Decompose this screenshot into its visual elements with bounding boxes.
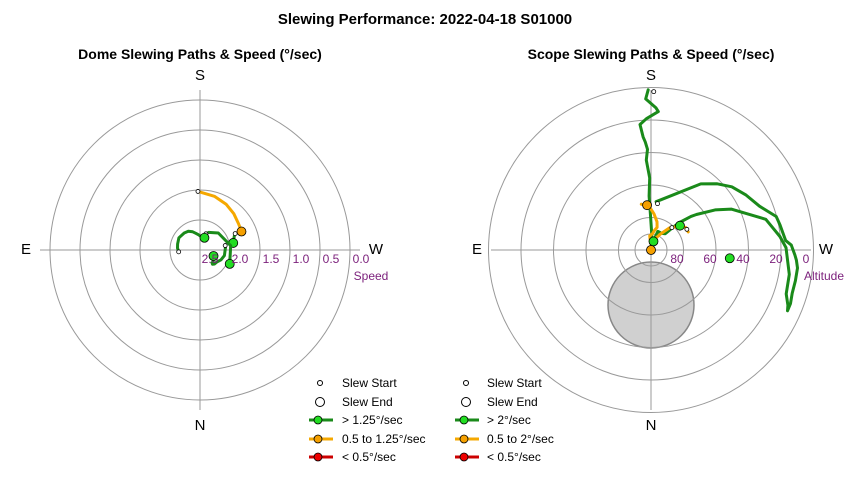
dome-cardinal-south: S xyxy=(195,67,205,84)
slew-end-marker xyxy=(208,251,219,261)
legend-medium-marker xyxy=(459,434,469,444)
legend-medium-label: 0.5 to 1.25°/sec xyxy=(342,432,426,446)
slew-path xyxy=(176,229,206,254)
dome-cardinal-west: W xyxy=(369,241,384,258)
slew-start-marker xyxy=(655,201,660,207)
scope-tick-label: 80 xyxy=(670,252,684,266)
legend-medium-label: 0.5 to 2°/sec xyxy=(487,432,554,446)
scope-cardinal-east: E xyxy=(472,241,482,258)
slew-path xyxy=(196,189,243,233)
dome-polar-plot xyxy=(40,90,360,410)
slew-start-marker xyxy=(669,225,675,231)
slew-path xyxy=(210,244,227,266)
scope-axis-name: Altitude xyxy=(804,269,844,283)
legend-fast-label: > 2°/sec xyxy=(487,413,531,427)
slew-start-marker xyxy=(651,89,657,95)
scope-tick-label: 20 xyxy=(769,252,783,266)
legend-end-marker xyxy=(315,397,325,407)
dome-legend: Slew Start Slew End > 1.25°/sec 0.5 to 1… xyxy=(309,376,426,464)
dome-tick-label: 0.5 xyxy=(323,252,340,266)
dome-tick-label: 0.0 xyxy=(353,252,370,266)
scope-tick-label: 60 xyxy=(703,252,717,266)
slew-start-marker xyxy=(684,226,690,232)
slew-start-marker xyxy=(195,189,201,194)
grid-ring xyxy=(109,159,291,341)
grid-ring xyxy=(49,99,351,401)
legend-end-marker xyxy=(461,397,471,407)
scope-cardinal-west: W xyxy=(819,241,834,258)
slew-end-marker xyxy=(724,253,735,264)
legend-end-label: Slew End xyxy=(342,395,393,409)
legend-fast-marker xyxy=(459,415,469,425)
dome-chart-title: Dome Slewing Paths & Speed (°/sec) xyxy=(78,46,322,62)
grid-ring xyxy=(488,87,814,413)
legend-slow-marker xyxy=(459,452,469,462)
legend-fast-marker xyxy=(313,415,323,425)
scope-cardinal-south: S xyxy=(646,67,656,84)
scope-legend: Slew Start Slew End > 2°/sec 0.5 to 2°/s… xyxy=(455,376,554,464)
dome-tick-label: 2.5 xyxy=(202,252,219,266)
slew-end-marker xyxy=(648,236,659,247)
slew-end-marker xyxy=(224,258,235,269)
slew-path xyxy=(649,182,799,313)
dome-tick-label: 1.0 xyxy=(293,252,310,266)
grid-ring xyxy=(585,184,717,316)
grid-ring xyxy=(139,189,261,311)
scope-tick-label: 40 xyxy=(736,252,750,266)
legend-end-label: Slew End xyxy=(487,395,538,409)
legend-slow-label: < 0.5°/sec xyxy=(342,450,396,464)
scope-polar-plot xyxy=(488,87,814,413)
scope-chart-title: Scope Slewing Paths & Speed (°/sec) xyxy=(528,46,775,62)
legend-start-label: Slew Start xyxy=(342,376,397,390)
dome-axis-name: Speed xyxy=(354,269,389,283)
dome-cardinal-east: E xyxy=(21,241,31,258)
legend-fast-label: > 1.25°/sec xyxy=(342,413,403,427)
legend-slow-label: < 0.5°/sec xyxy=(487,450,541,464)
slew-start-marker xyxy=(176,249,182,255)
scope-cardinal-north: N xyxy=(646,417,657,434)
slew-start-marker xyxy=(232,231,238,237)
slew-end-marker xyxy=(646,245,656,255)
slew-start-marker xyxy=(222,243,228,248)
grid-ring xyxy=(553,152,749,348)
legend-medium-marker xyxy=(313,434,323,444)
slew-end-marker xyxy=(675,220,685,231)
dome-cardinal-north: N xyxy=(195,417,206,434)
dome-tick-label: 1.5 xyxy=(263,252,280,266)
dome-tick-label: 2.0 xyxy=(232,252,249,266)
chart-title: Slewing Performance: 2022-04-18 S01000 xyxy=(278,11,572,28)
scope-tick-label: 0 xyxy=(803,252,810,266)
legend-slow-marker xyxy=(313,452,323,462)
legend-start-marker xyxy=(317,380,323,386)
slew-end-marker xyxy=(642,200,652,211)
slew-end-marker xyxy=(199,232,210,243)
legend-start-marker xyxy=(463,380,469,386)
grid-ring xyxy=(79,129,321,371)
legend-start-label: Slew Start xyxy=(487,376,542,390)
grid-ring xyxy=(520,119,782,381)
slew-end-marker xyxy=(236,226,247,237)
